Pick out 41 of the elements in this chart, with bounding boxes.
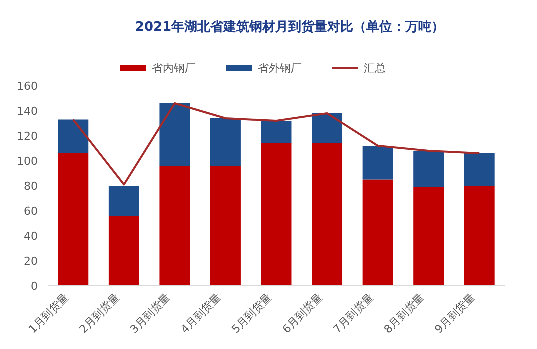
y-tick-label: 120 xyxy=(17,130,38,143)
line-series xyxy=(72,102,481,186)
y-tick-label: 40 xyxy=(24,230,38,243)
bar xyxy=(160,104,190,166)
bar xyxy=(261,121,292,144)
bar xyxy=(464,154,495,186)
y-tick-label: 0 xyxy=(31,280,38,293)
bar xyxy=(312,144,343,286)
x-tick-label: 3月到货量 xyxy=(128,290,174,336)
legend-label: 省外钢厂 xyxy=(258,62,302,75)
x-tick-label: 6月到货量 xyxy=(280,290,326,336)
y-tick-label: 160 xyxy=(17,80,38,93)
bar xyxy=(362,146,394,180)
y-tick-label: 140 xyxy=(17,105,38,118)
bar xyxy=(210,118,241,166)
bar xyxy=(58,120,89,154)
x-tick-label: 5月到货量 xyxy=(229,290,275,336)
bar xyxy=(464,186,495,286)
x-tick-label: 2月到货量 xyxy=(77,290,122,336)
x-tick-label: 4月到货量 xyxy=(178,290,224,336)
bar xyxy=(108,186,140,216)
x-tick-label: 7月到货量 xyxy=(330,290,376,336)
bar xyxy=(210,166,241,286)
y-tick-label: 80 xyxy=(24,180,38,193)
x-tick-label: 9月到货量 xyxy=(432,290,478,336)
bar xyxy=(261,144,292,286)
x-tick-label: 1月到货量 xyxy=(26,290,72,336)
bar xyxy=(362,180,394,286)
bar xyxy=(160,166,190,286)
chart-title: 2021年湖北省建筑钢材月到货量对比（单位：万吨） xyxy=(135,19,445,35)
bar xyxy=(414,187,444,286)
y-tick-label: 100 xyxy=(17,155,38,168)
bar xyxy=(414,151,444,188)
bar xyxy=(312,114,343,144)
legend-label: 省内钢厂 xyxy=(152,62,196,75)
y-tick-label: 20 xyxy=(24,255,38,268)
y-tick-label: 60 xyxy=(24,205,38,218)
bar xyxy=(108,216,140,286)
legend-label: 汇总 xyxy=(364,62,386,75)
x-tick-label: 8月到货量 xyxy=(382,290,427,336)
bar xyxy=(58,154,89,286)
